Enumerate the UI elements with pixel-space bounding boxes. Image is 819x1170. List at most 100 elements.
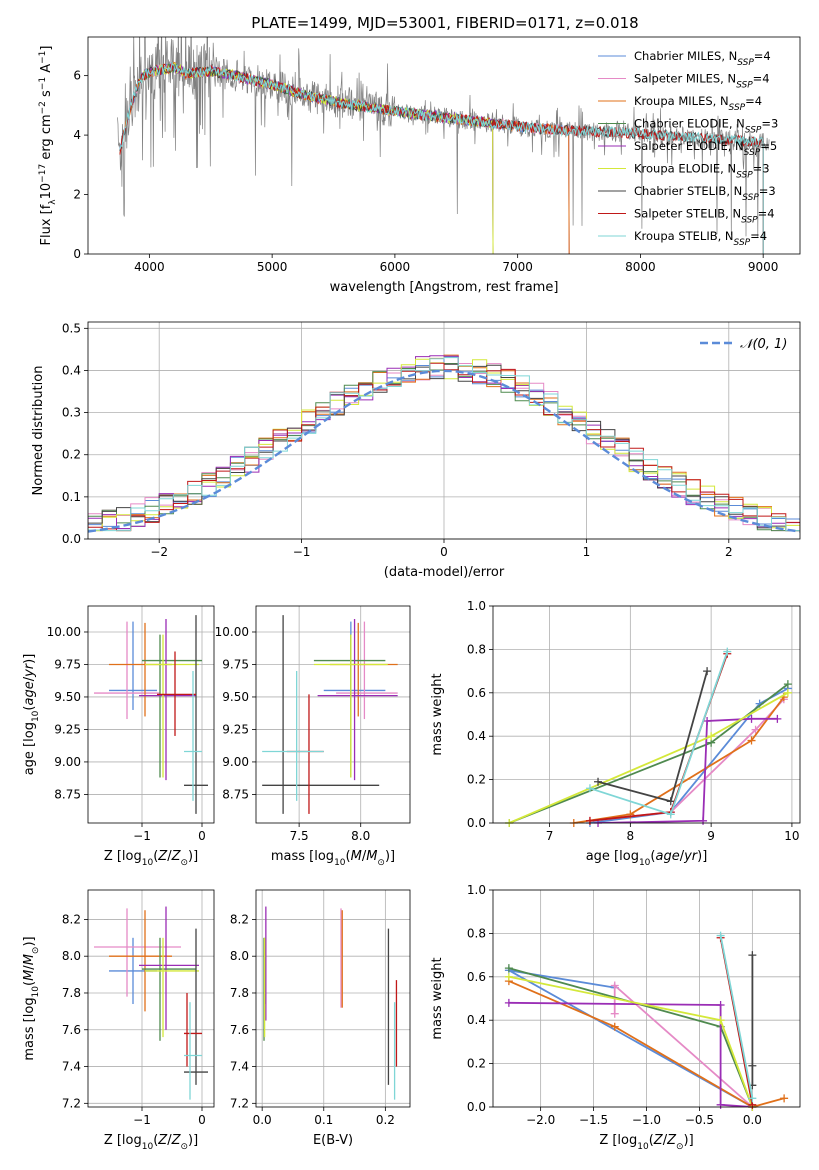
- x-axis-label: Z [log10(Z/Z⊙)]: [104, 849, 198, 868]
- x-axis-label: wavelength [Angstrom, rest frame]: [330, 280, 559, 295]
- x-tick-label: 0: [198, 1113, 206, 1127]
- x-tick-label: 5000: [257, 260, 288, 274]
- legend-label: Chabrier ELODIE, NSSP=3: [634, 117, 778, 136]
- y-tick-label: 9.00: [54, 755, 81, 769]
- y-tick-label: 0.5: [62, 321, 81, 335]
- weight-marker-kroupa_stelib: [666, 810, 675, 819]
- x-tick-label: 7000: [502, 260, 533, 274]
- weight-marker-chabrier_stelib: [748, 951, 757, 960]
- axes-frame: [492, 889, 801, 1108]
- y-axis-label: Normed distribution: [31, 366, 46, 496]
- y-tick-label: 0.6: [467, 686, 486, 700]
- y-tick-label: 8.0: [62, 949, 81, 963]
- x-axis-label: Z [log10(Z/Z⊙)]: [599, 1133, 693, 1152]
- weight-marker-kroupa_stelib: [748, 1094, 757, 1103]
- y-tick-label: 9.75: [222, 657, 249, 671]
- model-salpeter_miles: [119, 62, 570, 254]
- x-axis-label: age [log10(age/yr)]: [586, 849, 708, 868]
- y-tick-label: 0.4: [62, 363, 81, 377]
- axes-frame: [87, 321, 801, 540]
- age_vs_mass-panel: 7.5 8.0 8.75 9.00 9.25 9.50 9.75 10.00 mass [log…: [215, 605, 411, 868]
- weight-marker-kroupa_elodie: [707, 732, 716, 741]
- x-tick-label: −1: [293, 545, 311, 559]
- y-tick-label: 1.0: [467, 883, 486, 897]
- y-axis-label: age [log10(age/yr)]: [22, 654, 41, 776]
- x-tick-label: 8000: [625, 260, 656, 274]
- observed-spectrum: [117, 37, 770, 238]
- y-tick-label: 9.50: [222, 690, 249, 704]
- weight-marker-kroupa_miles: [747, 736, 756, 745]
- x-tick-label: 2: [725, 545, 733, 559]
- y-tick-label: 8.2: [230, 912, 249, 926]
- y-tick-label: 10.00: [215, 625, 249, 639]
- axes-frame: [255, 889, 411, 1108]
- y-tick-label: 7.4: [230, 1060, 249, 1074]
- weight-marker-salpeter_elodie: [773, 714, 782, 723]
- weight-marker-kroupa_stelib: [585, 784, 594, 793]
- histogram-kroupa_stelib: [88, 357, 800, 532]
- model-kroupa_miles: [119, 61, 570, 254]
- weight-marker-kroupa_miles: [780, 1094, 789, 1103]
- x-tick-label: 9000: [748, 260, 779, 274]
- spectrum-legend: Chabrier MILES, NSSP=4 Salpeter MILES, NS…: [598, 49, 778, 248]
- axes-frame: [87, 36, 801, 255]
- x-tick-label: 0.0: [253, 1113, 272, 1127]
- y-tick-label: 0.4: [467, 729, 486, 743]
- weight-marker-chabrier_stelib: [703, 667, 712, 676]
- y-tick-label: 9.75: [54, 657, 81, 671]
- x-axis-label: Z [log10(Z/Z⊙)]: [104, 1133, 198, 1152]
- axes-frame: [492, 605, 801, 824]
- x-tick-label: −2.0: [526, 1113, 555, 1127]
- x-tick-label: −0.5: [685, 1113, 714, 1127]
- weight-marker-salpeter_stelib: [585, 816, 594, 825]
- model-kroupa_stelib: [119, 62, 764, 254]
- x-tick-label: −2: [150, 545, 168, 559]
- x-axis-label: (data-model)/error: [384, 565, 505, 580]
- weight-marker-chabrier_elodie: [504, 964, 513, 973]
- legend-label: 𝒩(0, 1): [740, 337, 787, 352]
- y-tick-label: 10.00: [47, 625, 81, 639]
- legend-label: Salpeter STELIB, NSSP=4: [634, 207, 775, 226]
- weight-marker-salpeter_elodie: [716, 1001, 725, 1010]
- x-tick-label: 6000: [380, 260, 411, 274]
- y-tick-label: 7.2: [62, 1096, 81, 1110]
- x-tick-label: 0.0: [743, 1113, 762, 1127]
- x-tick-label: 8.0: [351, 829, 370, 843]
- legend-label: Kroupa MILES, NSSP=4: [634, 94, 762, 113]
- y-tick-label: 9.25: [222, 722, 249, 736]
- y-tick-label: 0.0: [62, 532, 81, 546]
- x-tick-label: 4000: [134, 260, 165, 274]
- model-chabrier_miles: [119, 62, 570, 254]
- spectrum-panel: 4000 5000 6000 7000 8000 9000 0 2 4 6 wavelength […: [38, 36, 801, 295]
- y-tick-label: 9.25: [54, 722, 81, 736]
- x-tick-label: 9: [707, 829, 715, 843]
- weight-marker-kroupa_elodie: [783, 688, 792, 697]
- y-tick-label: 0.8: [467, 926, 486, 940]
- x-tick-label: −1: [133, 829, 151, 843]
- axes-frame: [87, 889, 215, 1108]
- y-tick-label: 8.75: [222, 787, 249, 801]
- y-tick-label: 0.1: [62, 490, 81, 504]
- x-tick-label: 0.1: [314, 1113, 333, 1127]
- y-tick-label: 7.8: [62, 986, 81, 1000]
- weight-marker-chabrier_stelib: [594, 777, 603, 786]
- weight-marker-salpeter_elodie: [747, 714, 756, 723]
- y-tick-label: 0.2: [467, 773, 486, 787]
- model-kroupa_elodie: [136, 62, 494, 254]
- y-tick-label: 1.0: [467, 599, 486, 613]
- weight_vs_Z-panel: −2.0 −1.5 −1.0 −0.5 0.0 0.0 0.2 0.4 0.6 0.8 1.0 Z […: [430, 883, 801, 1152]
- y-tick-label: 7.2: [230, 1096, 249, 1110]
- weight-marker-kroupa_stelib: [716, 931, 725, 940]
- weight_vs_age-panel: 7 8 9 10 0.0 0.2 0.4 0.6 0.8 1.0 age [log10(age/yr…: [430, 599, 801, 868]
- weight-marker-salpeter_elodie: [699, 816, 708, 825]
- y-tick-label: 9.50: [54, 690, 81, 704]
- histogram-chabrier_stelib: [88, 363, 800, 532]
- histogram-salpeter_stelib: [88, 362, 800, 532]
- y-tick-label: 6: [73, 69, 81, 83]
- weight-marker-chabrier_stelib: [666, 797, 675, 806]
- y-tick-label: 9.00: [222, 755, 249, 769]
- weight-marker-kroupa_stelib: [723, 647, 732, 656]
- x-axis-label: mass [log10(M/M⊙)]: [271, 849, 395, 868]
- y-tick-label: 8.2: [62, 912, 81, 926]
- legend-label: Salpeter MILES, NSSP=4: [634, 72, 770, 91]
